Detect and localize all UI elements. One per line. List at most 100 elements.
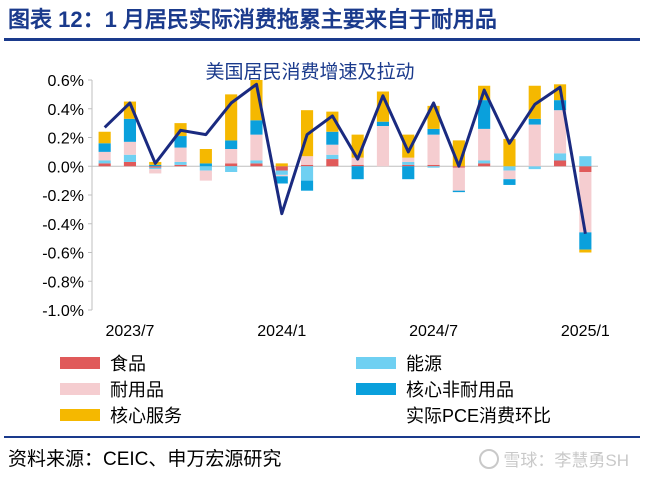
bar-segment-core_nondurables <box>553 100 567 111</box>
y-tick-label: -1.0% <box>42 303 84 320</box>
legend-label: 实际PCE消费环比 <box>406 406 552 426</box>
bar-segment-durables <box>351 157 364 165</box>
legend-swatch <box>356 383 396 395</box>
legend-label: 食品 <box>110 354 146 374</box>
bar-segment-core_nondurables <box>351 166 364 180</box>
bar-segment-food <box>174 164 187 167</box>
legend-item-energy: 能源 <box>356 350 442 376</box>
bar-segment-durables <box>326 144 339 155</box>
bar-segment-durables <box>174 147 187 162</box>
x-tick-label: 2023/7 <box>105 323 154 340</box>
chart-pce-line <box>103 82 587 235</box>
x-tick-label: 2024/7 <box>409 323 458 340</box>
chart-axes <box>88 79 598 311</box>
legend-label: 核心非耐用品 <box>406 380 514 400</box>
bar-segment-durables <box>478 128 491 161</box>
bar-segment-energy <box>553 153 567 161</box>
bar-segment-core_nondurables <box>452 190 465 193</box>
chart-title: 美国居民消费增速及拉动 <box>205 61 414 83</box>
bar-segment-food <box>351 164 364 167</box>
bar-segment-energy <box>579 156 592 167</box>
bar-segment-food <box>326 159 339 167</box>
legend-swatch <box>60 383 100 395</box>
snowball-logo-icon <box>479 448 500 469</box>
legend-label: 能源 <box>406 354 442 374</box>
y-tick-label: -0.4% <box>42 217 84 234</box>
bar-segment-food <box>300 164 314 167</box>
bar-segment-durables <box>275 174 288 177</box>
bar-segment-energy <box>326 154 339 160</box>
bar-segment-energy <box>528 166 541 170</box>
bar-segment-energy <box>123 154 137 162</box>
watermark-text: 雪球：李慧勇SH <box>503 451 629 470</box>
bar-segment-energy <box>98 160 111 164</box>
stacked-bar-line-chart: 0.6% 0.4% 0.2% 0.0% -0.2% -0.4% -0.6% -0.8% -1.0… <box>42 61 610 340</box>
legend-swatch <box>60 357 100 369</box>
bar-segment-durables <box>452 167 465 191</box>
bar-segment-core_services <box>579 249 592 253</box>
bar-segment-energy <box>402 161 415 165</box>
bar-segment-durables <box>553 110 567 154</box>
legend-swatch <box>60 409 100 421</box>
bar-segment-food <box>250 163 263 167</box>
legend-item-core_nondurables: 核心非耐用品 <box>356 376 514 402</box>
bar-segment-durables <box>300 156 314 165</box>
bar-segment-core_nondurables <box>528 118 541 125</box>
bar-segment-core_nondurables <box>123 118 137 142</box>
bar-segment-core_nondurables <box>300 180 314 191</box>
title-rule <box>4 38 640 41</box>
bar-segment-food <box>427 164 440 167</box>
bar-segment-durables <box>376 126 390 167</box>
y-tick-label: -0.6% <box>42 246 84 263</box>
bar-segment-energy <box>149 167 162 170</box>
bar-segment-core_services <box>199 149 212 164</box>
legend-swatch <box>356 414 396 417</box>
x-tick-label: 2025/1 <box>561 323 610 340</box>
y-tick-label: 0.4% <box>48 102 84 119</box>
y-tick-label: 0.2% <box>48 131 84 148</box>
y-tick-label: 0.6% <box>48 73 84 90</box>
bar-segment-energy <box>427 166 440 168</box>
legend-label: 耐用品 <box>110 380 164 400</box>
bar-segment-energy <box>250 160 263 164</box>
bar-segment-energy <box>174 161 187 165</box>
legend-item-pce: 实际PCE消费环比 <box>356 402 551 428</box>
bar-segment-durables <box>503 170 516 180</box>
bar-segment-core_nondurables <box>149 164 162 167</box>
bar-segment-energy <box>275 170 288 175</box>
bar-segment-durables <box>149 169 162 174</box>
bar-segment-food <box>225 163 238 167</box>
y-tick-label: 0.0% <box>48 159 84 176</box>
bar-segment-food <box>553 160 567 167</box>
bar-segment-core_nondurables <box>225 140 238 149</box>
figure-title: 图表 12：1 月居民实际消费拖累主要来自于耐用品 <box>8 7 497 32</box>
bar-segment-energy <box>478 160 491 164</box>
source-rule <box>4 436 640 438</box>
bar-segment-durables <box>225 149 238 164</box>
bar-segment-food <box>98 163 111 167</box>
bar-segment-durables <box>427 134 440 165</box>
bar-segment-core_nondurables <box>174 136 187 148</box>
legend-item-food: 食品 <box>60 350 146 376</box>
bar-segment-food <box>275 166 288 171</box>
bar-segment-core_nondurables <box>199 163 212 167</box>
bar-segment-durables <box>402 157 415 162</box>
bar-segment-core_services <box>275 163 288 167</box>
bar-segment-core_nondurables <box>250 120 263 135</box>
pce-line <box>103 82 587 235</box>
bar-segment-energy <box>225 166 238 172</box>
bar-segment-energy <box>503 166 516 171</box>
watermark: 雪球：李慧勇SH <box>479 446 629 471</box>
bar-segment-food <box>149 166 162 168</box>
bar-segment-core_nondurables <box>402 166 415 180</box>
y-tick-label: -0.2% <box>42 188 84 205</box>
bar-segment-food <box>123 161 137 167</box>
bar-segment-durables <box>199 170 212 181</box>
bar-segment-energy <box>199 166 212 171</box>
bar-segment-core_services <box>250 80 263 121</box>
chart-legend: 食品 能源 耐用品 核心非耐用品 核心服务 实际PCE消费环比 <box>60 350 620 430</box>
chart-labels: 0.6% 0.4% 0.2% 0.0% -0.2% -0.4% -0.6% -0.8% -1.0… <box>42 73 610 340</box>
bar-segment-core_nondurables <box>478 100 491 129</box>
bar-segment-core_nondurables <box>326 131 339 145</box>
source-note: 资料来源：CEIC、申万宏源研究 <box>8 449 282 470</box>
